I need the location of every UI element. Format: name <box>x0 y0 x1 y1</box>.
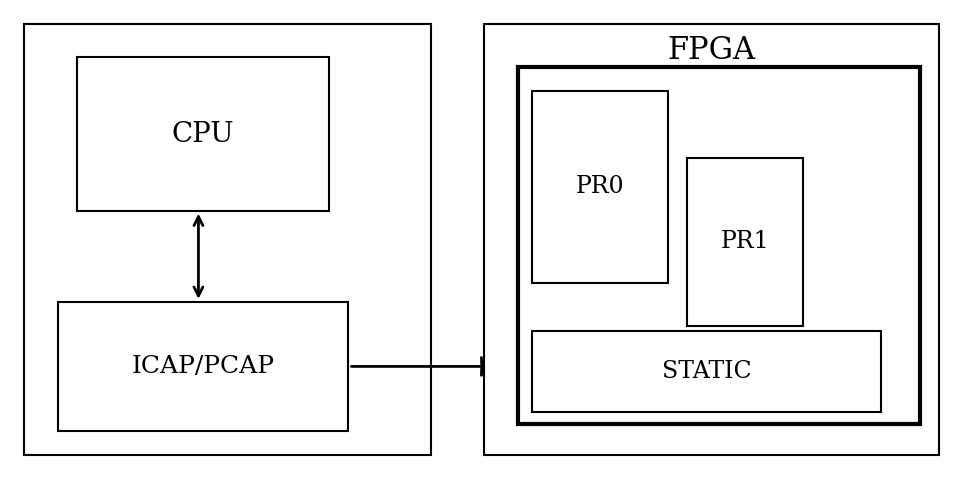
Bar <box>687 158 803 326</box>
Text: ICAP/PCAP: ICAP/PCAP <box>132 355 275 378</box>
Bar <box>24 24 431 455</box>
Bar <box>518 67 920 424</box>
Text: PR0: PR0 <box>576 175 624 198</box>
Text: CPU: CPU <box>172 121 234 148</box>
Bar <box>484 24 939 455</box>
Bar <box>532 331 881 412</box>
Text: STATIC: STATIC <box>662 360 751 383</box>
Bar <box>58 302 348 431</box>
Text: PR1: PR1 <box>721 230 770 253</box>
Bar <box>77 57 329 211</box>
Text: FPGA: FPGA <box>667 35 756 66</box>
Bar <box>532 91 668 283</box>
